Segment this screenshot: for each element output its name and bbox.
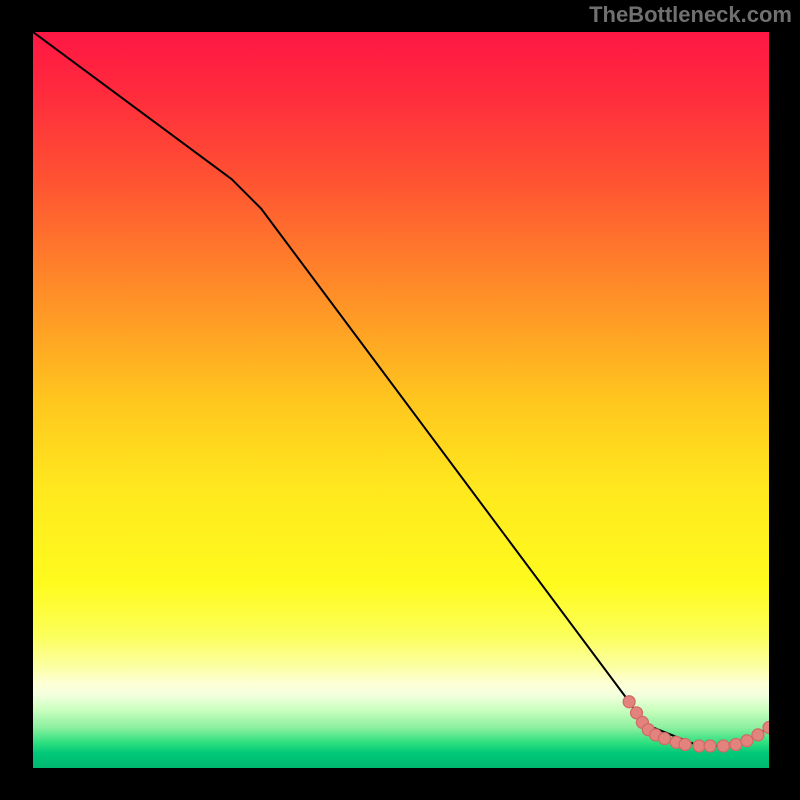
data-marker [752, 729, 764, 741]
data-marker [658, 733, 670, 745]
data-marker [717, 740, 729, 752]
data-marker [679, 738, 691, 750]
data-marker [741, 735, 753, 747]
watermark-text: TheBottleneck.com [589, 2, 792, 28]
data-marker [704, 740, 716, 752]
plot-svg [33, 32, 769, 768]
data-marker [730, 738, 742, 750]
data-marker [623, 696, 635, 708]
figure-container: TheBottleneck.com [0, 0, 800, 800]
data-marker [693, 740, 705, 752]
plot-background [33, 32, 769, 768]
